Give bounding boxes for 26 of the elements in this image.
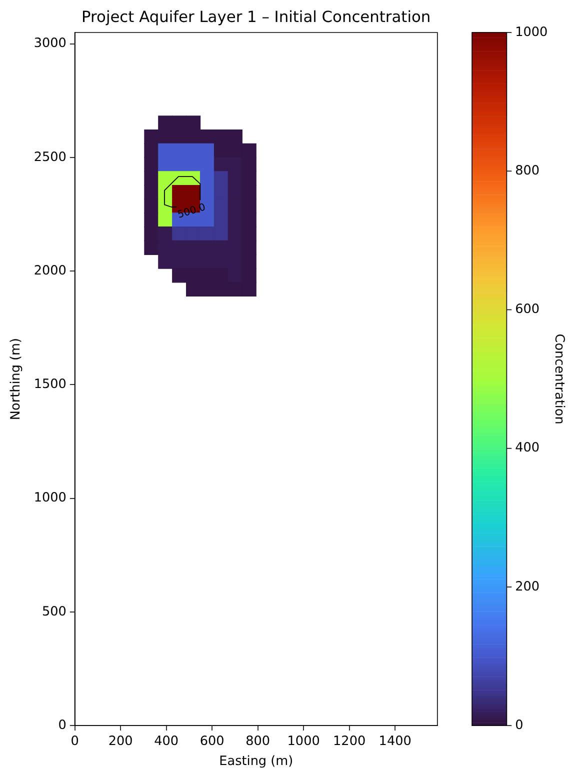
color-bar-label: 400 (515, 440, 540, 456)
x-tick-label: 1200 (333, 734, 366, 749)
x-tick-label: 0 (70, 734, 79, 749)
y-tick-label: 1000 (34, 490, 66, 506)
y-axis-title: Northing (m) (8, 338, 24, 420)
y-tick-label: 500 (42, 604, 66, 620)
color-bar-label: 600 (515, 302, 540, 318)
chart-title: Project Aquifer Layer 1 – Initial Concentration (82, 8, 431, 26)
x-tick-label: 200 (108, 734, 133, 749)
x-tick-label: 600 (200, 734, 224, 749)
color-bar-title: Concentration (551, 334, 566, 424)
y-tick-label: 1500 (34, 377, 66, 392)
color-bar-label: 1000 (515, 24, 548, 40)
annotation: 500.0 (176, 202, 208, 221)
color-bar-label: 800 (515, 163, 540, 178)
x-tick-label: 800 (246, 734, 270, 749)
color-bar-label: 200 (515, 579, 540, 594)
x-tick-label: 400 (154, 734, 179, 749)
y-tick-label: 3000 (34, 36, 66, 52)
x-tick-label: 1000 (287, 734, 320, 749)
x-axis-title: Easting (m) (219, 754, 294, 770)
color-bar-label: 0 (515, 718, 524, 733)
y-tick-label: 2000 (34, 263, 66, 278)
x-tick-label: 1400 (378, 734, 412, 749)
y-tick-label: 2500 (34, 150, 66, 165)
y-tick-label: 0 (58, 718, 66, 733)
